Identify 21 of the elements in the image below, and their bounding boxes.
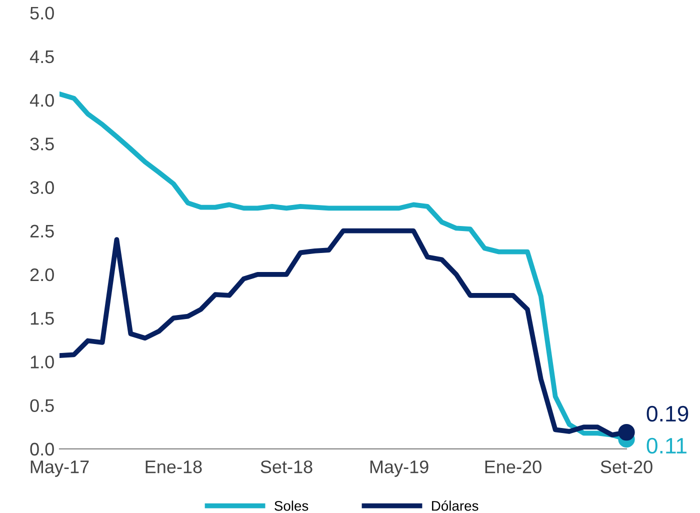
y-tick-label: 2.5 bbox=[30, 224, 54, 238]
x-tick-label: May-19 bbox=[370, 460, 428, 477]
x-tick-label: Set-20 bbox=[600, 460, 652, 474]
y-tick-label: 4.5 bbox=[30, 50, 54, 64]
y-tick-label: 1.0 bbox=[30, 356, 54, 368]
y-tick-label: 1.5 bbox=[30, 312, 54, 325]
legend-label: Soles bbox=[274, 500, 308, 511]
y-tick-label: 5.0 bbox=[30, 6, 54, 20]
legend-label: Dólares bbox=[432, 500, 478, 511]
x-tick-label: Set-18 bbox=[260, 460, 312, 474]
y-tick-label: 3.0 bbox=[30, 181, 54, 194]
y-tick-label: 0.5 bbox=[30, 399, 54, 412]
y-tick-label: 4.0 bbox=[30, 94, 54, 107]
y-tick-label: 2.0 bbox=[30, 268, 54, 282]
y-tick-label: 0.0 bbox=[30, 442, 54, 456]
y-tick-label: 3.5 bbox=[30, 138, 54, 150]
x-tick-label: Ene-18 bbox=[146, 460, 202, 474]
annotation: 0.19 bbox=[646, 406, 688, 422]
annotation: 0.11 bbox=[646, 438, 686, 454]
x-tick-label: May-17 bbox=[30, 460, 89, 477]
x-tick-label: Ene-20 bbox=[485, 460, 542, 474]
